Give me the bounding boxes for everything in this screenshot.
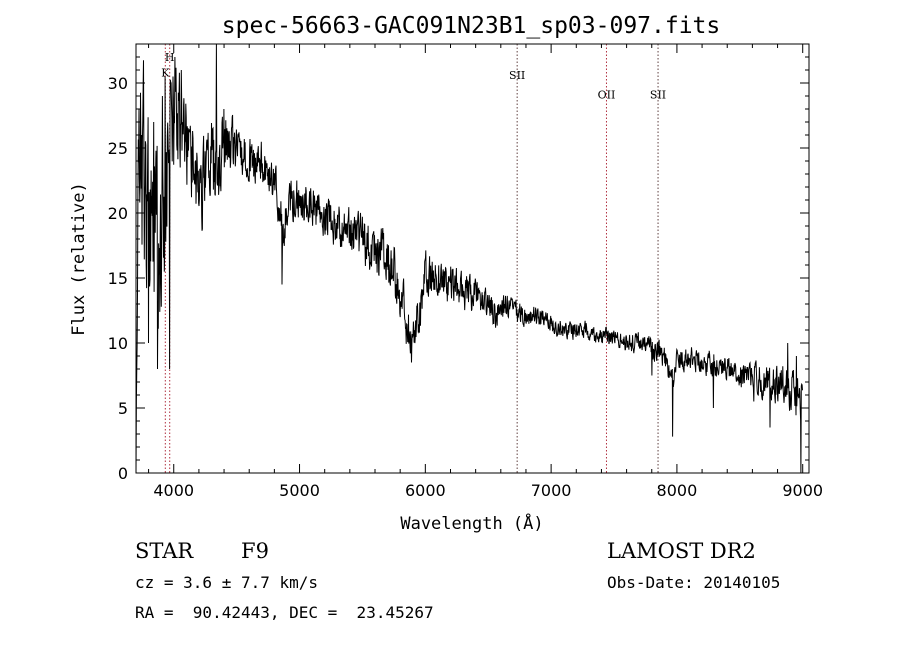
y-tick-label: 10 bbox=[108, 334, 128, 353]
y-tick-label: 20 bbox=[108, 204, 128, 223]
x-axis-label: Wavelength (Å) bbox=[400, 512, 543, 534]
spectral-line-label: K bbox=[161, 67, 170, 80]
object-class: STAR bbox=[135, 539, 194, 563]
chart-title: spec-56663-GAC091N23B1_sp03-097.fits bbox=[222, 13, 721, 39]
y-axis-ticks: 0 5 10 15 20 25 30 bbox=[108, 56, 809, 483]
x-tick-label: 9000 bbox=[782, 481, 823, 500]
y-axis-label: Flux (relative) bbox=[69, 182, 89, 336]
x-tick-label: 5000 bbox=[279, 481, 320, 500]
y-tick-label: 25 bbox=[108, 139, 128, 158]
coordinates: RA = 90.42443, DEC = 23.45267 bbox=[135, 603, 434, 622]
x-axis-ticks: 4000 5000 6000 7000 8000 9000 bbox=[148, 44, 823, 500]
y-tick-label: 0 bbox=[118, 464, 128, 483]
x-tick-label: 7000 bbox=[531, 481, 572, 500]
x-tick-label: 4000 bbox=[153, 481, 194, 500]
spectral-line-label: H bbox=[165, 51, 175, 64]
spectral-line-label: SII bbox=[509, 69, 525, 82]
spectrum-series bbox=[135, 43, 803, 474]
y-tick-label: 30 bbox=[108, 74, 128, 93]
spectral-line-label: SII bbox=[650, 89, 666, 102]
x-tick-label: 6000 bbox=[405, 481, 446, 500]
spectral-line-label: OII bbox=[598, 89, 616, 102]
observation-date: Obs-Date: 20140105 bbox=[607, 573, 781, 592]
spectral-line-markers: HK SII OII SII bbox=[161, 44, 666, 473]
redshift-cz: cz = 3.6 ± 7.7 km/s bbox=[135, 573, 319, 592]
y-tick-label: 5 bbox=[118, 399, 128, 418]
x-tick-label: 8000 bbox=[657, 481, 698, 500]
object-subclass: F9 bbox=[241, 539, 269, 563]
y-tick-label: 15 bbox=[108, 269, 128, 288]
survey-name: LAMOST DR2 bbox=[607, 539, 756, 563]
plot-frame bbox=[135, 43, 810, 474]
